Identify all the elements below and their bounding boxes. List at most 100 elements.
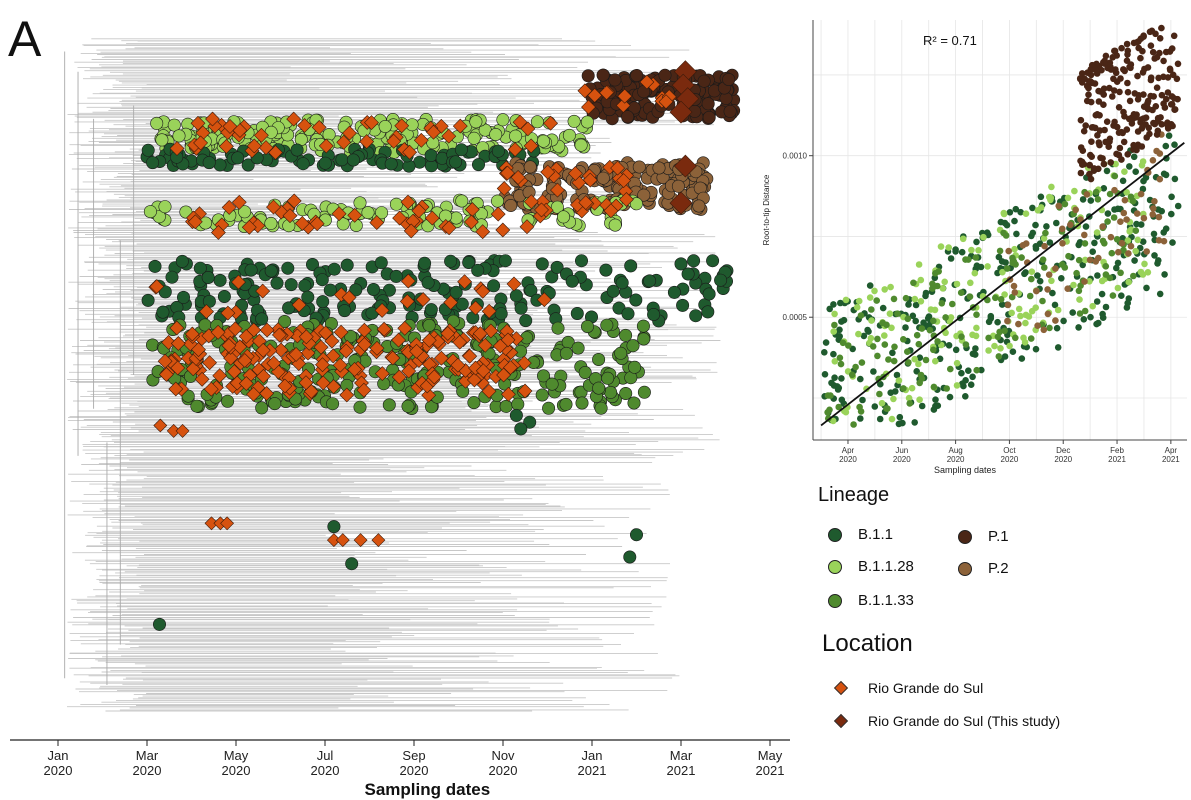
tree-tip-B11 [606, 284, 620, 298]
inset-point-B1128 [932, 357, 939, 365]
tree-tip-B1133 [571, 341, 585, 355]
inset-point-P2 [1125, 250, 1132, 257]
inset-point-B1133 [824, 392, 832, 399]
inset-point-B1133 [1081, 307, 1089, 315]
tree-tip-rgs [424, 210, 440, 226]
tree-tip-B11 [146, 156, 160, 170]
inset-point-B1133 [1041, 264, 1048, 271]
tree-tip-B11 [519, 314, 533, 328]
inset-point-B1133 [910, 279, 917, 287]
inset-point-P2 [1004, 301, 1012, 309]
tree-tip-B11 [421, 276, 435, 290]
inset-point-B1128 [878, 399, 886, 407]
tree-tip-B1128 [238, 205, 252, 219]
inset-point-B1133 [883, 321, 890, 329]
tree-tip-B11 [570, 306, 584, 320]
tree-tip-B1128 [349, 219, 363, 233]
tree-tip-rgs [506, 276, 522, 292]
inset-point-P2 [1041, 242, 1048, 250]
tree-tip-B1133 [600, 318, 614, 332]
inset-point-P1 [1149, 48, 1157, 56]
inset-point-B11 [831, 374, 838, 382]
inset-point-P2 [1052, 317, 1059, 324]
tree-tip-B11 [462, 255, 476, 269]
inset-point-B1133 [904, 348, 911, 356]
inset-point-B11 [1137, 221, 1145, 228]
inset-point-B1128 [1141, 260, 1148, 268]
tree-points [140, 60, 741, 631]
inset-point-P1 [1095, 165, 1102, 173]
inset-point-B1133 [891, 343, 898, 351]
phylogeny-chart: Jan2020Mar2020May2020Jul2020Sep2020Nov20… [10, 38, 790, 799]
tree-tip-P2 [596, 171, 610, 185]
inset-point-P1 [1154, 127, 1162, 135]
inset-point-P1 [1124, 47, 1132, 55]
tree-tip-rgs [468, 300, 484, 316]
inset-point-P1 [1123, 40, 1131, 48]
inset-point-P2 [1081, 231, 1088, 239]
inset-point-B1128 [1047, 196, 1054, 204]
tree-tip-rgs [347, 361, 363, 377]
inset-point-B1133 [1127, 193, 1135, 201]
tree-tip-rgs [210, 225, 226, 240]
tree-tip-B1128 [449, 211, 463, 225]
tree-tip-rgs [297, 118, 313, 133]
inset-regression-line [820, 142, 1185, 427]
inset-point-B11 [1174, 202, 1182, 210]
tree-tip-B11 [158, 285, 172, 299]
inset-point-B1133 [900, 385, 907, 392]
tree-tip-B11 [674, 257, 688, 271]
tree-tip-rgs [540, 164, 556, 180]
inset-point-P1 [1158, 24, 1165, 32]
inset-point-B11 [1003, 221, 1011, 229]
location-legend-title: Location [822, 630, 913, 657]
inset-point-B11 [916, 354, 924, 362]
tree-tip-B11 [202, 156, 216, 170]
inset-point-P2 [1081, 278, 1088, 285]
tree-tip-B1128 [467, 131, 481, 145]
inset-point-P2 [1067, 221, 1074, 229]
tree-tip-rgs [220, 305, 236, 321]
tree-x-axis-title: Sampling dates [365, 780, 491, 799]
tree-tip-B1133 [326, 397, 340, 411]
inset-point-B1128 [1022, 319, 1029, 327]
inset-point-B1133 [973, 311, 980, 319]
inset-point-B1133 [876, 390, 883, 398]
inset-point-B1133 [926, 326, 934, 334]
tree-tip-rgs [157, 353, 173, 369]
tree-tip-P1 [621, 110, 635, 124]
tree-tip-B11 [264, 264, 278, 278]
tree-tip-B1133 [628, 360, 642, 374]
tree-tip-B11 [444, 254, 458, 268]
inset-point-B11 [1161, 271, 1168, 278]
inset-point-B1128 [911, 355, 918, 363]
tree-tip-B11 [315, 273, 329, 287]
tree-tip-rgs [369, 215, 385, 231]
inset-point-B11 [969, 350, 977, 358]
tree-tip-B1128 [629, 197, 643, 211]
tree-tip-B1133 [382, 398, 396, 412]
inset-point-P1 [1166, 65, 1174, 73]
tree-tip-rgs [443, 295, 459, 310]
tree-tip-rgs [618, 192, 634, 207]
inset-point-B11 [969, 373, 976, 381]
inset-point-B1128 [915, 360, 922, 368]
tree-tip-rgs [191, 342, 206, 358]
legend-label-p2: P.2 [988, 560, 1009, 577]
tree-tip-rgs [364, 115, 379, 131]
inset-point-P1 [1153, 84, 1161, 91]
inset-point-P1 [1160, 57, 1167, 65]
inset-point-B1128 [953, 332, 960, 340]
tree-tip-rgs [523, 194, 539, 210]
inset-point-B1128 [1123, 189, 1130, 196]
inset-point-B1133 [1009, 259, 1016, 267]
inset-point-P1 [1110, 87, 1118, 94]
tree-tip-B1133 [559, 346, 573, 360]
tree-tip-B1133 [545, 377, 559, 391]
inset-point-P1 [1158, 91, 1166, 99]
inset-point-B11 [1126, 163, 1133, 170]
tree-tip-rgs [266, 199, 281, 215]
inset-point-B1128 [881, 332, 888, 339]
inset-point-B11 [1118, 292, 1125, 300]
inset-point-B1128 [886, 310, 894, 318]
